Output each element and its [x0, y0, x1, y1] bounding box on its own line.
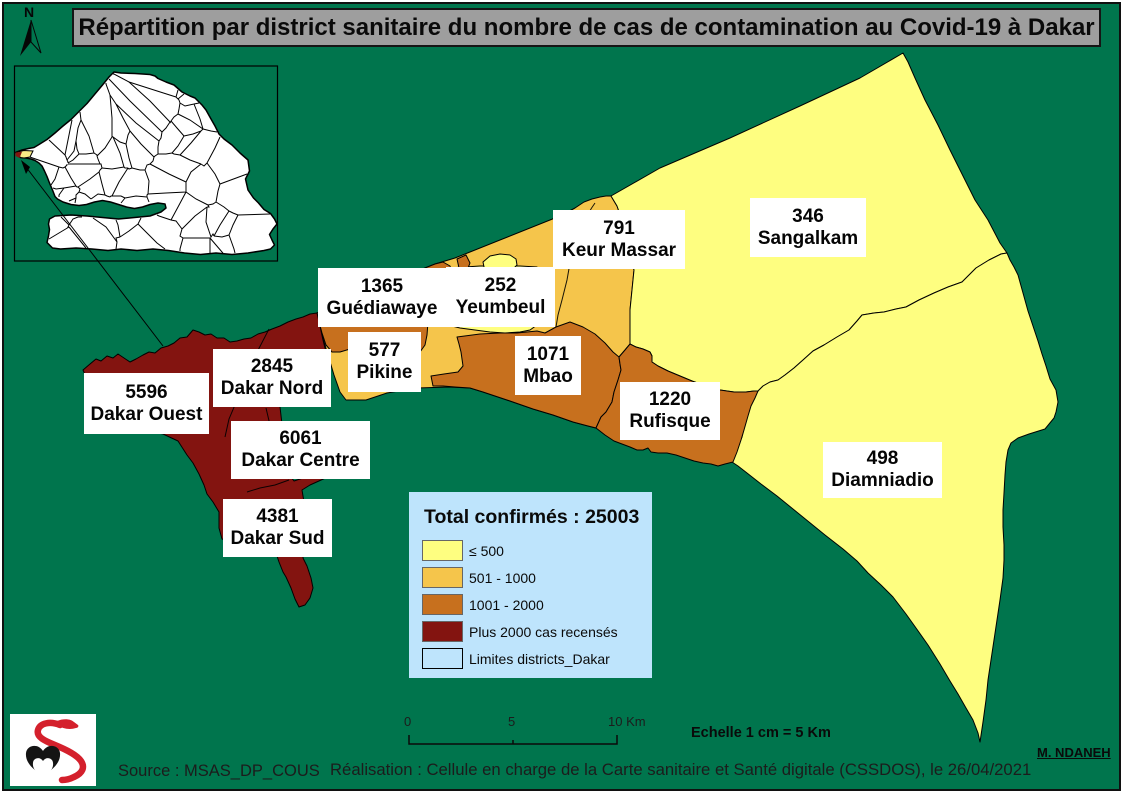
svg-text:N: N [24, 4, 34, 20]
